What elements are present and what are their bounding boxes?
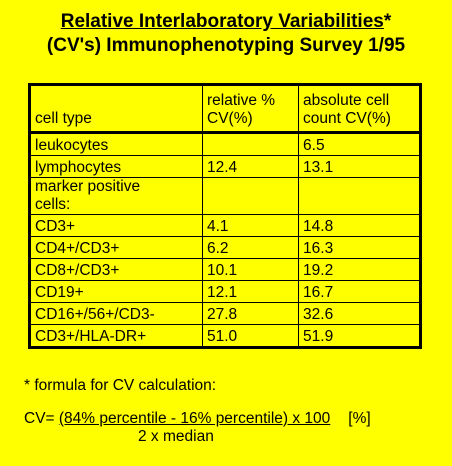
title-asterisk: * bbox=[383, 11, 392, 32]
cell-type: CD3+/HLA-DR+ bbox=[29, 324, 203, 348]
table-row: lymphocytes 12.4 13.1 bbox=[29, 155, 421, 178]
relative-cv: 6.2 bbox=[201, 236, 300, 259]
absolute-cv: 16.7 bbox=[298, 280, 421, 303]
absolute-cv: 14.8 bbox=[298, 214, 421, 237]
cell-type: CD4+/CD3+ bbox=[29, 236, 203, 259]
cell-type: marker positive cells: bbox=[29, 177, 203, 215]
header-relative-cv: relative % CV(%) bbox=[201, 84, 300, 133]
table-header-row: cell type relative % CV(%) absolute cell c… bbox=[29, 84, 421, 133]
relative-cv bbox=[201, 132, 300, 156]
relative-cv: 12.1 bbox=[201, 280, 300, 303]
table-row: marker positive cells: bbox=[29, 177, 421, 215]
table-row: CD8+/CD3+ 10.1 19.2 bbox=[29, 258, 421, 281]
formula-unit: [%] bbox=[348, 410, 371, 427]
cell-type: CD3+ bbox=[29, 214, 203, 237]
formula-prefix: CV= bbox=[24, 410, 59, 427]
table-row: leukocytes 6.5 bbox=[29, 132, 421, 156]
relative-cv: 51.0 bbox=[201, 324, 300, 348]
relative-cv bbox=[201, 177, 300, 215]
cv-formula: CV= (84% percentile - 16% percentile) x … bbox=[24, 410, 371, 428]
absolute-cv: 19.2 bbox=[298, 258, 421, 281]
header-cell-type: cell type bbox=[29, 84, 203, 133]
absolute-cv: 6.5 bbox=[298, 132, 421, 156]
title-line-2: (CV's) Immunophenotyping Survey 1/95 bbox=[46, 35, 406, 56]
table-row: CD3+ 4.1 14.8 bbox=[29, 214, 421, 237]
absolute-cv: 16.3 bbox=[298, 236, 421, 259]
table-row: CD4+/CD3+ 6.2 16.3 bbox=[29, 236, 421, 259]
relative-cv: 27.8 bbox=[201, 302, 300, 325]
table-row: CD3+/HLA-DR+ 51.0 51.9 bbox=[29, 324, 421, 348]
slide-title: Relative Interlaboratory Variabilities* … bbox=[0, 10, 452, 58]
relative-cv: 12.4 bbox=[201, 155, 300, 178]
cell-type: leukocytes bbox=[29, 132, 203, 156]
absolute-cv: 51.9 bbox=[298, 324, 421, 348]
formula-denominator: 2 x median bbox=[138, 428, 214, 445]
absolute-cv bbox=[298, 177, 421, 215]
cell-type: CD19+ bbox=[29, 280, 203, 303]
cell-type: CD16+/56+/CD3- bbox=[29, 302, 203, 325]
absolute-cv: 32.6 bbox=[298, 302, 421, 325]
title-line-1: Relative Interlaboratory Variabilities* bbox=[0, 10, 452, 34]
cell-type: CD8+/CD3+ bbox=[29, 258, 203, 281]
footnote: * formula for CV calculation: bbox=[24, 377, 217, 394]
cell-type: lymphocytes bbox=[29, 155, 203, 178]
absolute-cv: 13.1 bbox=[298, 155, 421, 178]
cv-table: cell type relative % CV(%) absolute cell c… bbox=[28, 83, 422, 349]
title-main: Relative Interlaboratory Variabilities bbox=[60, 11, 384, 32]
header-absolute-cv: absolute cell count CV(%) bbox=[298, 84, 421, 133]
table-row: CD16+/56+/CD3- 27.8 32.6 bbox=[29, 302, 421, 325]
formula-numerator: (84% percentile - 16% percentile) x 100 bbox=[58, 410, 331, 427]
relative-cv: 4.1 bbox=[201, 214, 300, 237]
table-row: CD19+ 12.1 16.7 bbox=[29, 280, 421, 303]
relative-cv: 10.1 bbox=[201, 258, 300, 281]
